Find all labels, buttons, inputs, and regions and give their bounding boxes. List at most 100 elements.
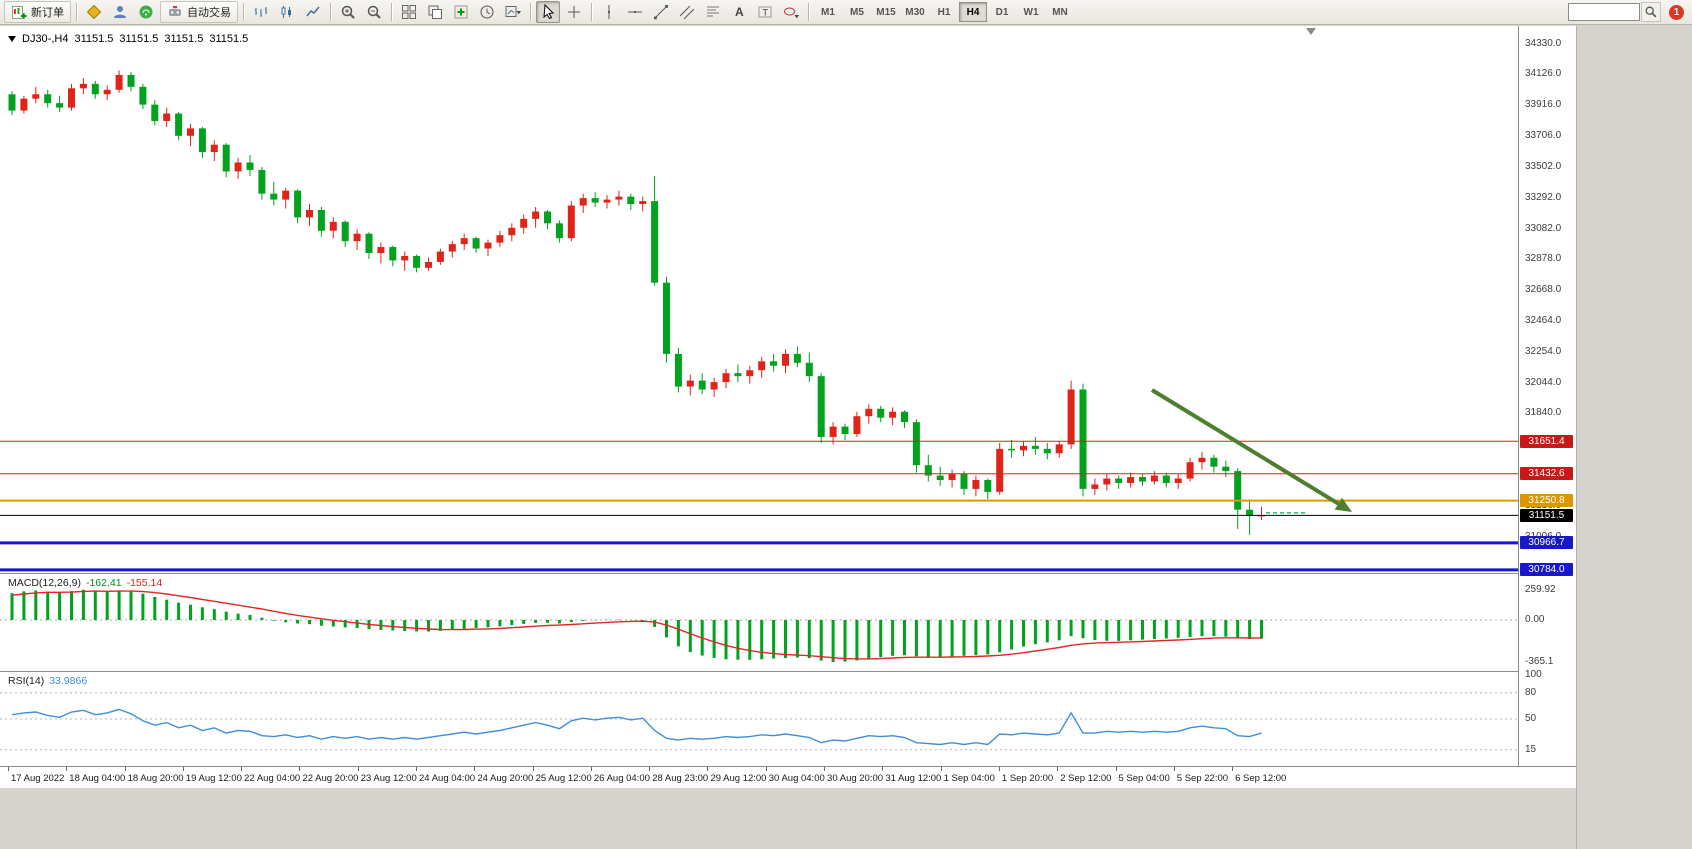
time-label: 22 Aug 20:00 [302,773,359,784]
axis-tick-label: 32254.0 [1525,345,1562,357]
bar-chart-icon [255,7,267,17]
crosshair-icon [568,6,580,18]
search-icon [1645,6,1657,18]
rsi-value: 33.9866 [49,675,88,687]
bar-chart-button[interactable] [249,1,273,23]
profile-icon [114,6,126,18]
period-button[interactable] [475,1,499,23]
chart-title: DJ30-,H4 31151.5 31151.5 31151.5 31151.5 [8,31,248,46]
time-label: 22 Aug 04:00 [244,773,301,784]
symbol-dropdown-icon[interactable] [8,36,16,46]
text-button[interactable]: A [727,1,751,23]
signals-button[interactable] [134,1,158,23]
new-order-icon [12,6,27,19]
macd-name: MACD(12,26,9) [8,577,81,589]
ohlc-open: 31151.5 [74,32,114,45]
trend-arrow-head[interactable] [1334,497,1352,512]
autotrading-icon [169,6,181,16]
price-badge: 31432.6 [1520,467,1573,481]
toolbar: 新订单 自动交易 [0,0,1692,25]
timeframe-M1[interactable]: M1 [821,6,835,18]
panel-divider[interactable] [0,671,1576,672]
toolbar-separator [591,3,592,21]
timeframe-W1[interactable]: W1 [1023,6,1039,18]
time-label: 17 Aug 2022 [11,773,65,784]
trendline-button[interactable] [649,1,673,23]
svg-text:A: A [735,5,744,19]
timeframe-H1[interactable]: H1 [937,6,951,18]
autotrading-button[interactable]: 自动交易 [160,1,238,23]
templates-button[interactable] [501,1,525,23]
line-chart-button[interactable] [301,1,325,23]
time-tick [416,767,418,771]
line-chart-icon [306,6,320,17]
axis-tick-label: 50 [1525,713,1537,725]
new-order-button[interactable]: 新订单 [4,1,71,23]
time-tick [998,767,1000,771]
mql5-community-button[interactable] [82,1,106,23]
autotrading-label: 自动交易 [187,7,231,19]
axis-tick-label: 80 [1525,686,1537,698]
text-icon: A [735,5,744,19]
vertical-line-button[interactable] [597,1,621,23]
template-icon [505,6,521,17]
trendline-icon [654,5,668,20]
arrange-windows-button[interactable] [423,1,447,23]
search-input[interactable] [1568,3,1640,21]
new-chart-icon [454,5,468,19]
symbol-period-label: DJ30-,H4 [22,32,69,45]
timeframe-H4[interactable]: H4 [959,2,987,22]
time-tick [765,767,767,771]
timeframe-M5[interactable]: M5 [850,6,864,18]
axis-tick-label: 33916.0 [1525,99,1562,111]
time-label: 18 Aug 04:00 [69,773,126,784]
crosshair-button[interactable] [562,1,586,23]
time-tick [940,767,942,771]
trend-arrow[interactable] [1150,388,1340,506]
fibonacci-button[interactable] [701,1,725,23]
time-tick [182,767,184,771]
time-tick [299,767,301,771]
time-tick [707,767,709,771]
timeframe-MN[interactable]: MN [1052,6,1068,18]
horizontal-line-icon [628,11,642,13]
cursor-button[interactable] [536,1,560,23]
time-tick [474,767,476,771]
chart-shift-marker[interactable] [1306,28,1316,40]
price-scale[interactable]: 34330.0 34126.0 33916.0 33706.0 33502.0 33292… [1518,26,1576,766]
clock-icon [480,5,494,19]
ohlc-close: 31151.5 [209,32,249,45]
time-tick [590,767,592,771]
notification-badge[interactable]: 1 [1669,4,1684,20]
label-button[interactable]: T [753,1,777,23]
zoom-out-icon [367,5,381,19]
candlestick-chart-button[interactable] [275,1,299,23]
timeframe-M15[interactable]: M15 [876,6,896,18]
toolbar-separator [808,3,809,21]
panel-divider[interactable] [0,573,1576,574]
timeframe-M30[interactable]: M30 [905,6,925,18]
time-label: 23 Aug 12:00 [360,773,417,784]
cursor-icon [543,4,555,20]
chart-window[interactable]: DJ30-,H4 31151.5 31151.5 31151.5 31151.5… [0,26,1576,788]
fibonacci-icon [707,6,719,17]
time-tick [649,767,651,771]
channel-button[interactable] [675,1,699,23]
chart-canvas[interactable] [0,26,1518,766]
profile-button[interactable] [108,1,132,23]
horizontal-line-button[interactable] [623,1,647,23]
timeframe-D1[interactable]: D1 [995,6,1009,18]
tile-windows-button[interactable] [397,1,421,23]
new-chart-button[interactable] [449,1,473,23]
zoom-in-button[interactable] [336,1,360,23]
shapes-button[interactable] [779,1,803,23]
time-label: 30 Aug 04:00 [768,773,825,784]
time-scale[interactable]: 17 Aug 2022 18 Aug 04:00 18 Aug 20:00 19 Au… [0,766,1576,788]
rsi-name: RSI(14) [8,675,45,687]
time-label: 18 Aug 20:00 [127,773,184,784]
search-button[interactable] [1641,2,1661,22]
price-badge: 30784.0 [1520,563,1573,577]
zoom-out-button[interactable] [362,1,386,23]
timeframe-bar: M1 M5 M15 M30 H1 H4 D1 W1 MN [814,2,1074,22]
axis-tick-label: 32878.0 [1525,253,1562,265]
